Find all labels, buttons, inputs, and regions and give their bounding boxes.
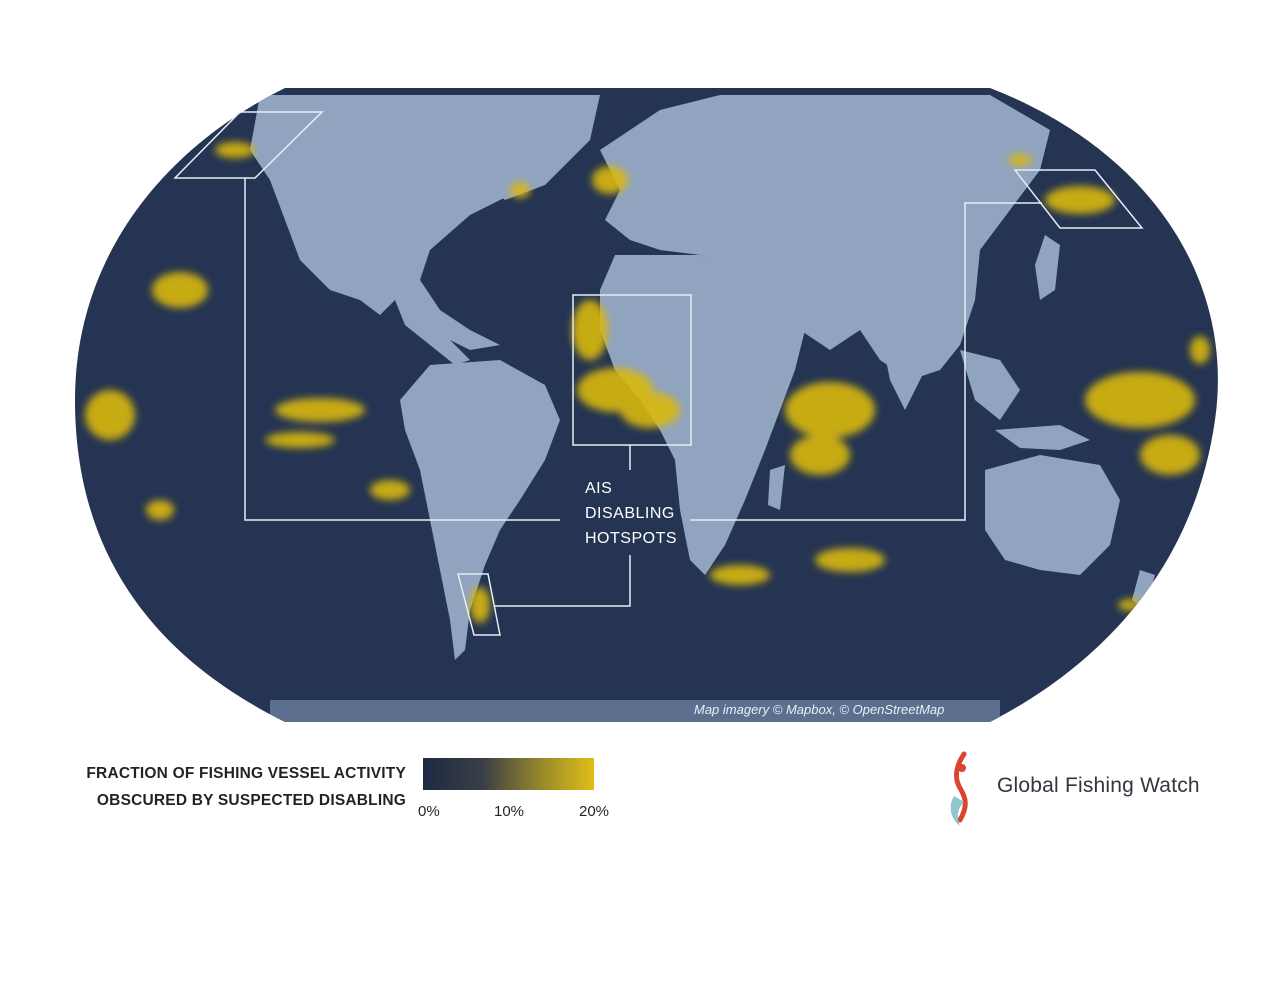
land	[250, 95, 1155, 722]
hotspot-box-alaska	[173, 111, 324, 179]
landmass-southeast-asia	[960, 350, 1020, 420]
landmass-eurasia	[600, 95, 1050, 380]
landmass-australia	[985, 455, 1120, 575]
hotspot-clusters	[85, 142, 1210, 623]
map-canvas	[75, 88, 1218, 722]
logo-text: Global Fishing Watch	[997, 774, 1200, 797]
hotspot-label-line-1: AIS	[585, 480, 613, 497]
landmass-arabia	[790, 290, 860, 350]
hotspot-label-line-2: DISABLING	[585, 505, 675, 522]
world-map: Map imagery © Mapbox, © OpenStreetMap AI…	[75, 88, 1218, 722]
legend-tick-0: 0%	[418, 803, 440, 820]
landmass-new-zealand	[1132, 570, 1155, 610]
landmass-madagascar	[768, 465, 785, 510]
hotspot-box-pacific	[244, 178, 560, 521]
hotspot-label-line-3: HOTSPOTS	[585, 530, 678, 547]
legend-gradient-bar	[423, 758, 594, 790]
landmass-antarctica	[270, 700, 1000, 722]
hotspot-boxes	[173, 111, 1144, 636]
legend-title: FRACTION OF FISHING VESSEL ACTIVITY OBSC…	[60, 760, 406, 814]
landmass-africa	[600, 255, 805, 575]
hotspot-label: AIS DISABLING HOTSPOTS	[585, 476, 677, 551]
legend-title-line-1: FRACTION OF FISHING VESSEL ACTIVITY	[86, 765, 406, 782]
landmass-indonesia	[995, 425, 1090, 450]
map-credit: Map imagery © Mapbox, © OpenStreetMap	[694, 702, 945, 717]
landmass-japan	[1035, 235, 1060, 300]
landmass-greenland	[440, 95, 600, 200]
hotspot-box-argentina	[457, 573, 501, 636]
fish-logo-icon	[950, 751, 968, 826]
hotspot-box-indian-ocean	[690, 202, 1042, 521]
landmass-india	[880, 330, 930, 410]
legend-tick-2: 20%	[579, 803, 610, 820]
hotspot-box-kamchatka	[1013, 169, 1144, 229]
hotspot-box-west-africa	[572, 294, 692, 446]
hotspot-leader-bottom	[494, 555, 631, 607]
landmass-central-america	[395, 300, 470, 365]
legend-tick-1: 10%	[494, 803, 525, 820]
legend-title-line-2: OBSCURED BY SUSPECTED DISABLING	[96, 792, 406, 809]
landmass-south-america	[400, 360, 560, 660]
